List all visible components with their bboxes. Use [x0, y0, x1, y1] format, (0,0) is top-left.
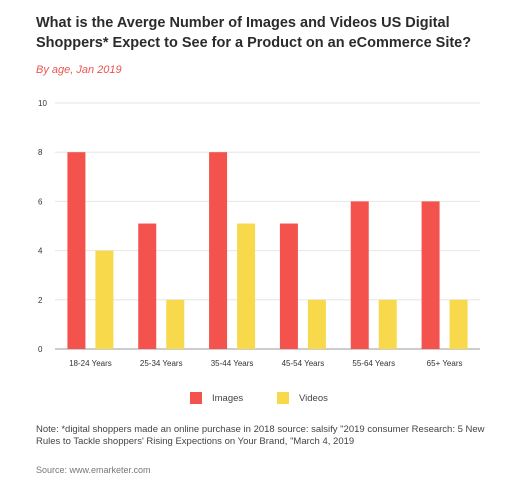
bar-videos-4: [307, 299, 326, 349]
y-tick-label: 0: [38, 345, 43, 354]
chart-legend: Images Videos: [0, 392, 512, 412]
bar-images-6: [421, 201, 440, 349]
legend-item-images: Images: [190, 392, 243, 404]
chart-note: Note: *digital shoppers made an online p…: [36, 424, 485, 447]
bar-videos-3: [237, 223, 256, 349]
y-tick-label: 4: [38, 247, 43, 256]
bar-videos-1: [95, 250, 114, 349]
x-tick-label: 45-54 Years: [282, 359, 325, 368]
x-tick-label: 25-34 Years: [140, 359, 183, 368]
legend-label-videos: Videos: [299, 392, 328, 404]
bar-videos-6: [449, 299, 468, 349]
legend-swatch-images: [190, 392, 202, 404]
legend-item-videos: Videos: [277, 392, 328, 404]
x-tick-label: 65+ Years: [427, 359, 463, 368]
bar-images-5: [350, 201, 369, 349]
chart-title: What is the Averge Number of Images and …: [36, 15, 472, 51]
x-tick-label: 18-24 Years: [69, 359, 112, 368]
bar-images-3: [209, 152, 228, 349]
bar-chart: 0 2 4 6 8 10 18-24 Years 25-34 Years 35-44 Years…: [38, 99, 480, 368]
bar-images-2: [138, 223, 157, 349]
y-tick-label: 6: [38, 197, 43, 206]
bar-images-4: [279, 223, 298, 349]
legend-label-images: Images: [212, 392, 244, 404]
x-tick-label: 55-64 Years: [352, 359, 395, 368]
chart-source: Source: www.emarketer.com: [36, 465, 151, 475]
y-tick-label: 2: [38, 296, 43, 305]
legend-swatch-videos: [277, 392, 289, 404]
chart-subtitle: By age, Jan 2019: [36, 64, 122, 76]
y-tick-label: 10: [38, 99, 47, 108]
y-tick-label: 8: [38, 148, 43, 157]
x-tick-label: 35-44 Years: [211, 359, 254, 368]
bar-videos-5: [378, 299, 397, 349]
bar-images-1: [67, 152, 86, 349]
bar-videos-2: [166, 299, 185, 349]
